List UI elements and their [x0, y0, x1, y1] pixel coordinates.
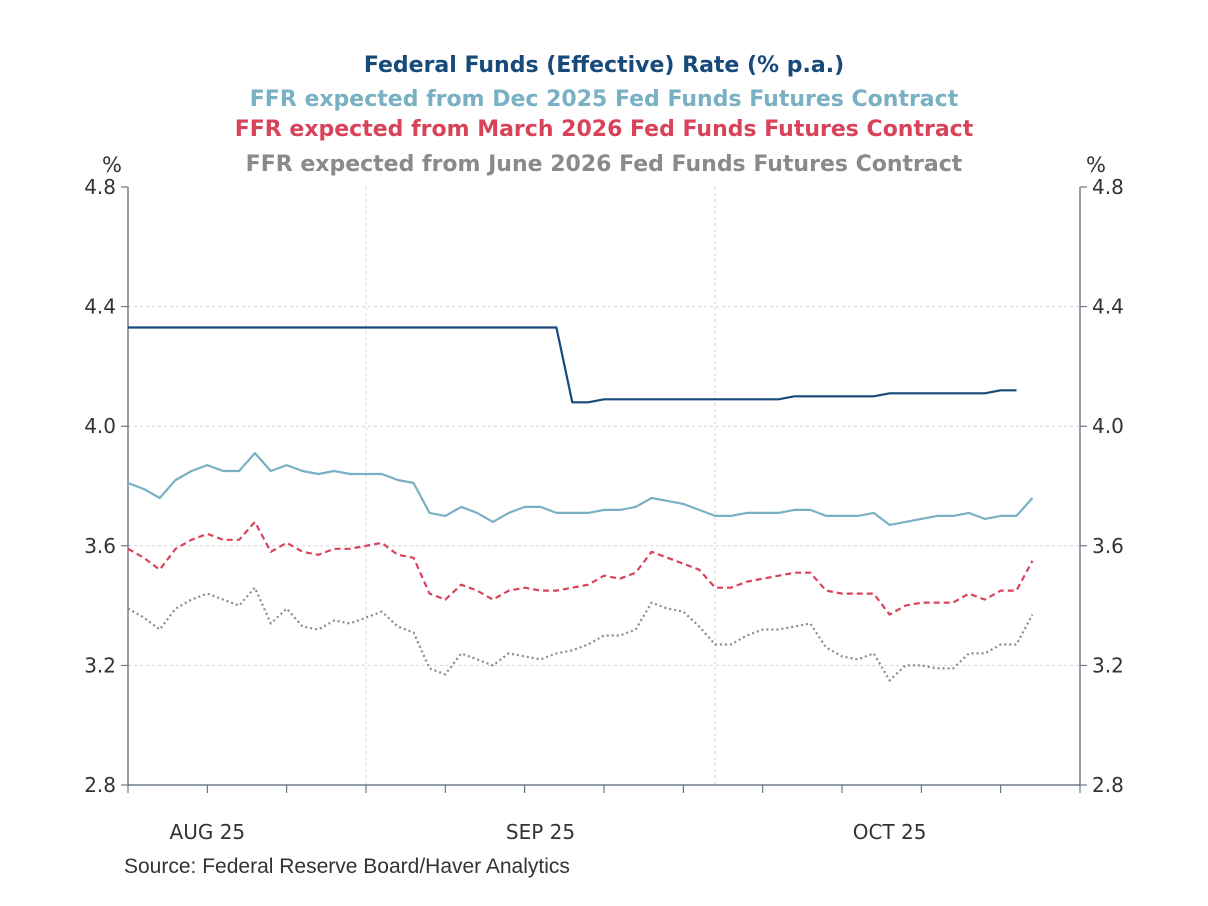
y-tick-label-left: 4.0 [84, 414, 116, 438]
x-tick-label: AUG 25 [170, 820, 246, 844]
x-tick-label: SEP 25 [506, 820, 575, 844]
y-tick-label-right: 2.8 [1092, 773, 1124, 797]
y-tick-label-right: 4.4 [1092, 295, 1124, 319]
series-line-1 [127, 452, 1034, 526]
y-tick-label-left: 2.8 [84, 773, 116, 797]
chart-subtitle-dec-2025: FFR expected from Dec 2025 Fed Funds Fut… [249, 87, 959, 112]
y-tick-label-right: 3.6 [1092, 534, 1124, 558]
y-tick-label-left: 4.8 [84, 175, 116, 199]
series-line-2 [127, 520, 1034, 616]
series-line-0 [128, 326, 1017, 404]
y-tick-label-right: 3.2 [1092, 653, 1124, 677]
y-axis-right-unit: % [1086, 153, 1106, 177]
y-tick-label-right: 4.0 [1092, 414, 1124, 438]
y-tick-label-left: 4.4 [84, 295, 116, 319]
chart-subtitle-jun-2026: FFR expected from June 2026 Fed Funds Fu… [245, 152, 963, 177]
y-axis-left-unit: % [102, 153, 122, 177]
chart-subtitle-mar-2026: FFR expected from March 2026 Fed Funds F… [234, 117, 974, 142]
y-tick-label-left: 3.2 [84, 653, 116, 677]
y-tick-label-right: 4.8 [1092, 175, 1124, 199]
x-tick-label: OCT 25 [853, 820, 927, 844]
series-line-3 [127, 586, 1034, 682]
chart-title: Federal Funds (Effective) Rate (% p.a.) [363, 53, 845, 78]
y-tick-label-left: 3.6 [84, 534, 116, 558]
source-note: Source: Federal Reserve Board/Haver Anal… [124, 855, 570, 878]
